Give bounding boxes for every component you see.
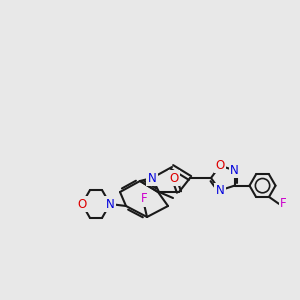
- Text: N: N: [230, 164, 239, 177]
- Text: N: N: [148, 172, 156, 184]
- Text: F: F: [280, 197, 286, 210]
- Text: N: N: [106, 197, 114, 211]
- Text: O: O: [77, 197, 87, 211]
- Text: O: O: [169, 172, 178, 184]
- Text: N: N: [216, 184, 224, 197]
- Text: F: F: [141, 193, 147, 206]
- Text: O: O: [215, 159, 225, 172]
